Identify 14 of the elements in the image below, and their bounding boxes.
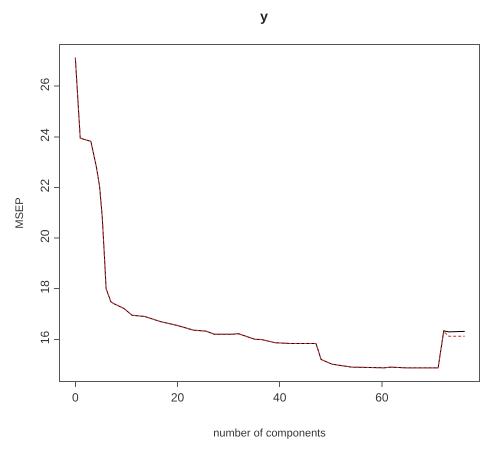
x-tick-label: 0 (72, 390, 79, 404)
chart-title: y (260, 8, 268, 24)
y-tick-label: 24 (38, 128, 52, 142)
x-tick-label: 40 (273, 390, 287, 404)
y-tick-label: 18 (38, 280, 52, 294)
x-axis-title: number of components (213, 428, 326, 440)
y-tick-label: 20 (38, 229, 52, 243)
x-tick-label: 20 (170, 390, 185, 404)
y-tick-label: 16 (38, 330, 52, 344)
y-axis-title: MSEP (14, 197, 26, 229)
y-tick-label: 26 (38, 77, 52, 92)
y-tick-label: 22 (38, 178, 52, 192)
x-tick-label: 60 (375, 390, 389, 404)
line-series (74, 57, 466, 368)
